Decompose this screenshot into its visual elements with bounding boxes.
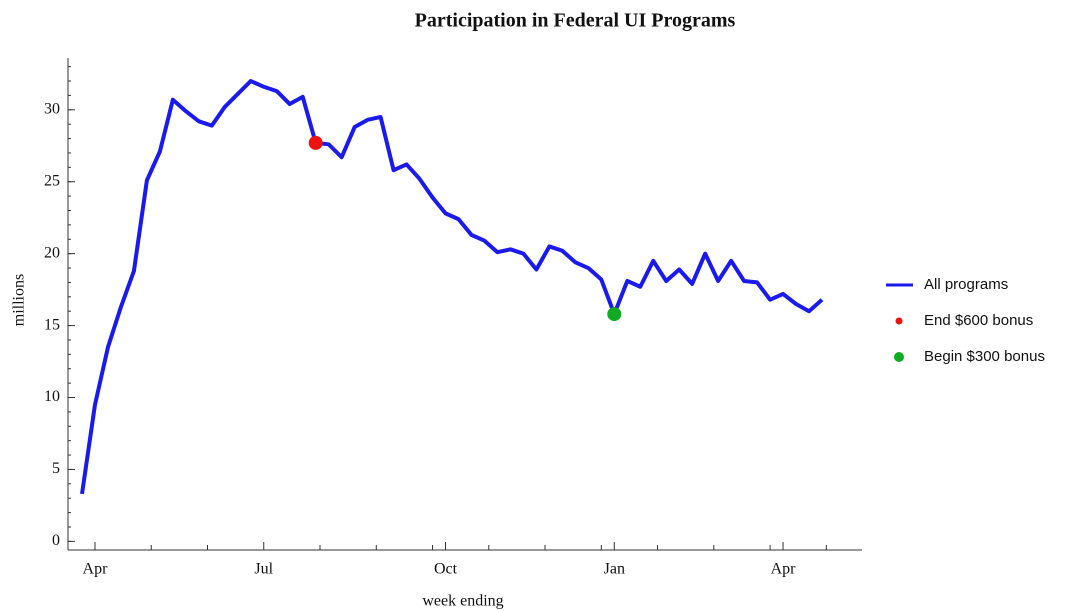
x-tick-label: Apr xyxy=(83,561,109,578)
y-tick-label: 0 xyxy=(52,532,60,549)
y-tick-label: 5 xyxy=(52,460,60,477)
legend-marker xyxy=(894,352,904,362)
x-tick-label: Jan xyxy=(604,561,625,578)
legend-marker xyxy=(895,317,903,325)
legend-label: End $600 bonus xyxy=(924,312,1033,329)
marker xyxy=(607,307,622,322)
x-tick-label: Apr xyxy=(771,561,797,578)
legend-label: All programs xyxy=(924,276,1008,293)
x-tick-label: Oct xyxy=(434,561,458,578)
y-tick-label: 20 xyxy=(44,244,60,261)
marker xyxy=(308,135,323,150)
y-tick-label: 10 xyxy=(44,388,60,405)
chart-title: Participation in Federal UI Programs xyxy=(415,10,736,32)
legend-label: Begin $300 bonus xyxy=(924,348,1045,365)
line xyxy=(80,79,824,495)
y-tick-label: 30 xyxy=(44,100,60,117)
x-tick-label: Jul xyxy=(254,561,273,578)
x-axis-label: week ending xyxy=(422,593,503,610)
y-axis-label: millions xyxy=(11,274,28,326)
y-tick-label: 25 xyxy=(44,172,60,189)
y-tick-label: 15 xyxy=(44,316,60,333)
